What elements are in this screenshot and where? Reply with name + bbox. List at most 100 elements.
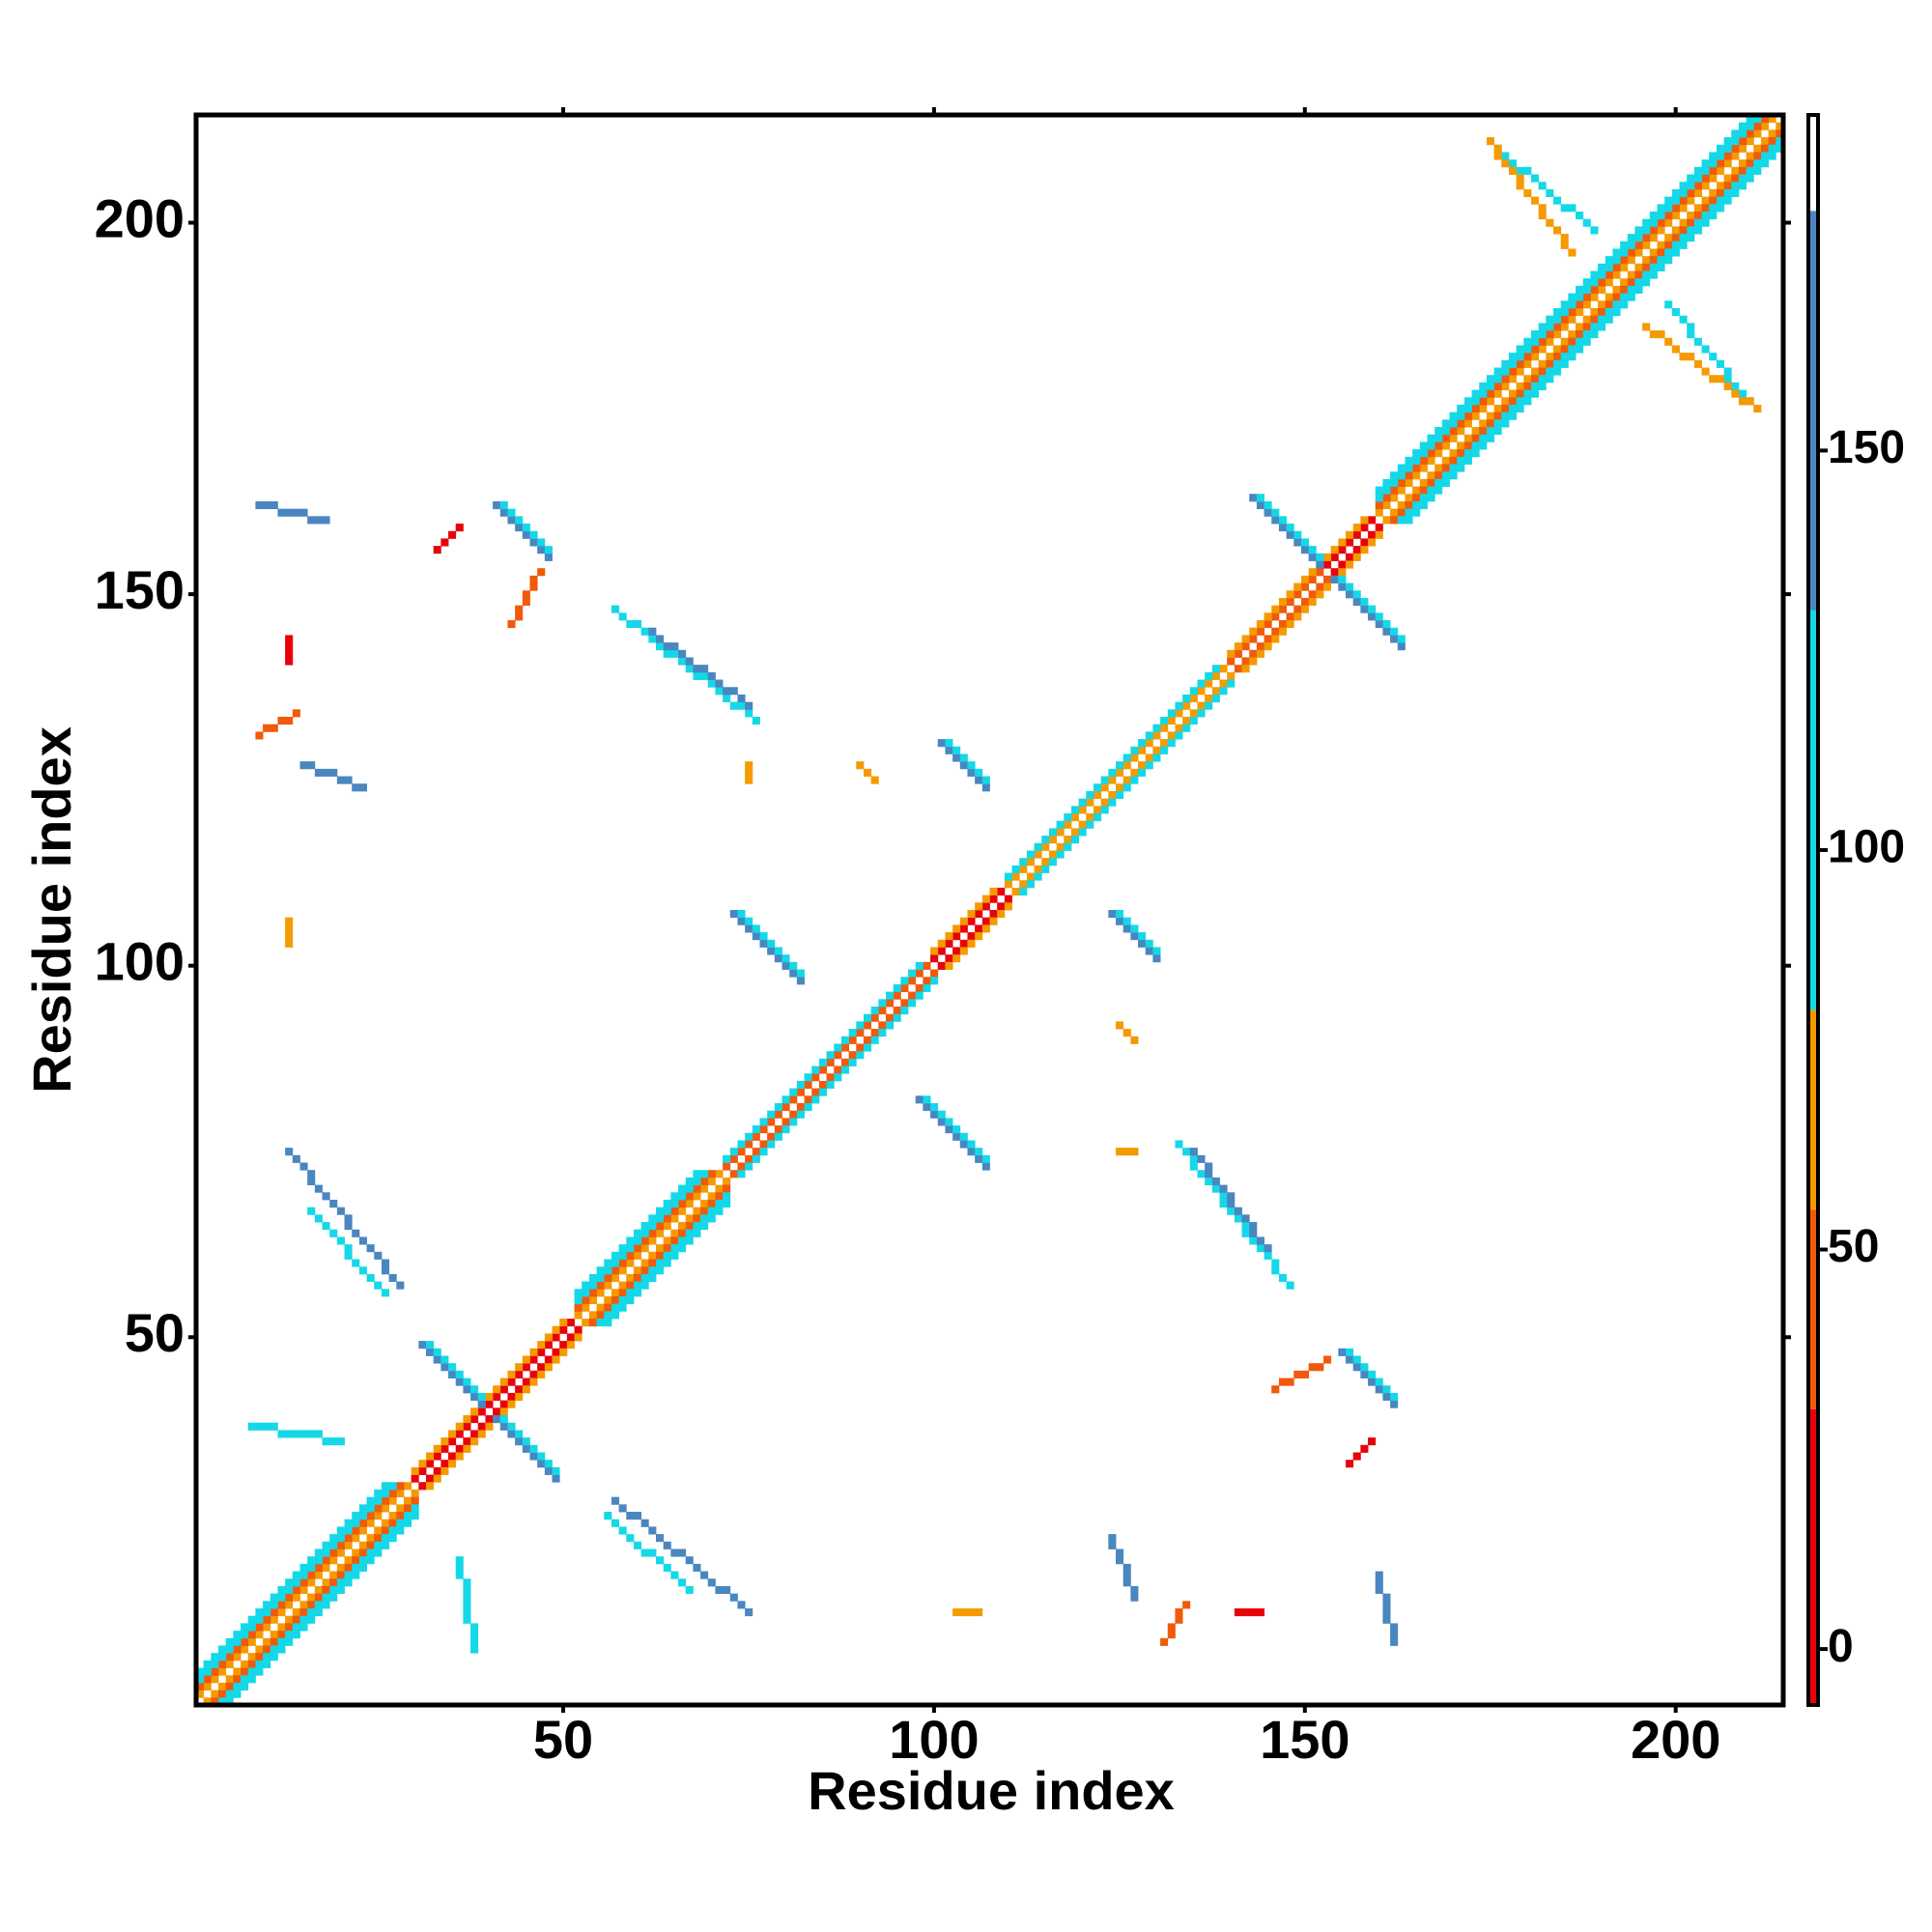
heatmap-cell xyxy=(1538,204,1547,213)
heatmap-cell xyxy=(255,1422,264,1431)
heatmap-cell xyxy=(1189,687,1198,696)
heatmap-cell xyxy=(1546,315,1554,324)
heatmap-cell xyxy=(366,1496,375,1505)
heatmap-cell xyxy=(426,1452,435,1461)
heatmap-cell xyxy=(1457,449,1465,458)
heatmap-cell xyxy=(1642,270,1651,279)
heatmap-cell xyxy=(611,1281,620,1290)
heatmap-cell xyxy=(640,1251,649,1260)
heatmap-cell xyxy=(1582,315,1591,324)
heatmap-cell xyxy=(1427,478,1435,487)
heatmap-cell xyxy=(1382,494,1391,502)
heatmap-cell xyxy=(1441,456,1450,465)
heatmap-cell xyxy=(1776,129,1784,138)
heatmap-cell xyxy=(299,1615,308,1624)
heatmap-cell xyxy=(552,1355,560,1364)
heatmap-cell xyxy=(989,917,998,925)
heatmap-cell xyxy=(1390,478,1399,487)
heatmap-cell xyxy=(759,1148,768,1156)
heatmap-cell xyxy=(893,983,901,993)
heatmap-cell xyxy=(493,1385,501,1394)
heatmap-cell xyxy=(1612,263,1621,271)
heatmap-cell xyxy=(1130,1585,1139,1595)
heatmap-cell xyxy=(448,1363,457,1372)
heatmap-cell xyxy=(307,1615,316,1624)
heatmap-cell xyxy=(1108,776,1117,784)
heatmap-cell xyxy=(493,500,501,510)
heatmap-cell xyxy=(285,649,294,658)
heatmap-cell xyxy=(1256,627,1264,636)
heatmap-cell xyxy=(663,642,671,651)
heatmap-cell xyxy=(588,1311,597,1320)
heatmap-cell xyxy=(1701,367,1710,376)
heatmap-cell xyxy=(604,1303,612,1312)
heatmap-cell xyxy=(1649,330,1658,339)
heatmap-cell xyxy=(322,1556,330,1565)
heatmap-cell xyxy=(908,977,917,985)
heatmap-cell xyxy=(463,1378,471,1386)
heatmap-cell xyxy=(299,508,308,517)
heatmap-cell xyxy=(1390,1631,1399,1639)
heatmap-cell xyxy=(1316,590,1324,599)
heatmap-cell xyxy=(1471,397,1480,406)
heatmap-cell xyxy=(358,1526,367,1535)
heatmap-cell xyxy=(656,1222,665,1231)
heatmap-cell xyxy=(1241,665,1250,673)
heatmap-cell xyxy=(989,895,998,903)
heatmap-cell xyxy=(1160,739,1169,748)
heatmap-cell xyxy=(1649,256,1658,265)
heatmap-cell xyxy=(1671,218,1680,227)
heatmap-cell xyxy=(374,1496,383,1505)
heatmap-cell xyxy=(1552,323,1562,331)
heatmap-cell xyxy=(544,1355,553,1364)
heatmap-cell xyxy=(737,1148,746,1156)
heatmap-cell xyxy=(1598,300,1606,309)
heatmap-cell xyxy=(255,500,264,510)
heatmap-cell xyxy=(203,1697,212,1706)
heatmap-cell xyxy=(1427,486,1435,495)
heatmap-cell xyxy=(1167,717,1176,725)
heatmap-cell xyxy=(1657,330,1665,339)
heatmap-cell xyxy=(426,1466,435,1475)
heatmap-cell xyxy=(1382,516,1391,525)
heatmap-cell xyxy=(640,1236,649,1245)
heatmap-cell xyxy=(1501,159,1510,168)
heatmap-cell xyxy=(633,1251,642,1260)
heatmap-cell xyxy=(1004,902,1012,911)
heatmap-cell xyxy=(344,1548,353,1557)
heatmap-cell xyxy=(1048,828,1057,837)
heatmap-cell xyxy=(470,1645,479,1654)
heatmap-cell xyxy=(1546,330,1554,339)
heatmap-cell xyxy=(499,508,508,517)
heatmap-cell xyxy=(1122,776,1131,784)
heatmap-cell xyxy=(618,1526,627,1535)
heatmap-cell xyxy=(1731,152,1740,160)
heatmap-cell xyxy=(1449,456,1458,465)
heatmap-cell xyxy=(1278,1273,1288,1282)
heatmap-cell xyxy=(1330,553,1339,561)
heatmap-cell xyxy=(1145,947,1153,955)
heatmap-cell xyxy=(1264,612,1272,621)
heatmap-cell xyxy=(1048,836,1057,844)
heatmap-cell xyxy=(1501,412,1510,420)
heatmap-cell xyxy=(1523,375,1532,384)
heatmap-cell xyxy=(440,538,449,547)
heatmap-cell xyxy=(1070,820,1080,829)
heatmap-cell xyxy=(366,1273,375,1282)
heatmap-cell xyxy=(477,1392,486,1402)
heatmap-cell xyxy=(270,1615,278,1624)
heatmap-cell xyxy=(396,1482,405,1491)
heatmap-cell xyxy=(1122,1571,1131,1579)
heatmap-cell xyxy=(781,1110,790,1119)
heatmap-cell xyxy=(1019,887,1028,896)
heatmap-cell xyxy=(1405,516,1413,525)
heatmap-cell xyxy=(611,1496,620,1505)
heatmap-cell xyxy=(1582,330,1591,339)
heatmap-cell xyxy=(886,991,895,1000)
heatmap-cell xyxy=(277,1430,286,1438)
heatmap-cell xyxy=(1041,842,1050,851)
heatmap-cell xyxy=(981,902,990,911)
heatmap-cell xyxy=(552,1474,560,1483)
heatmap-cell xyxy=(1560,241,1569,249)
heatmap-cell xyxy=(611,1519,620,1527)
